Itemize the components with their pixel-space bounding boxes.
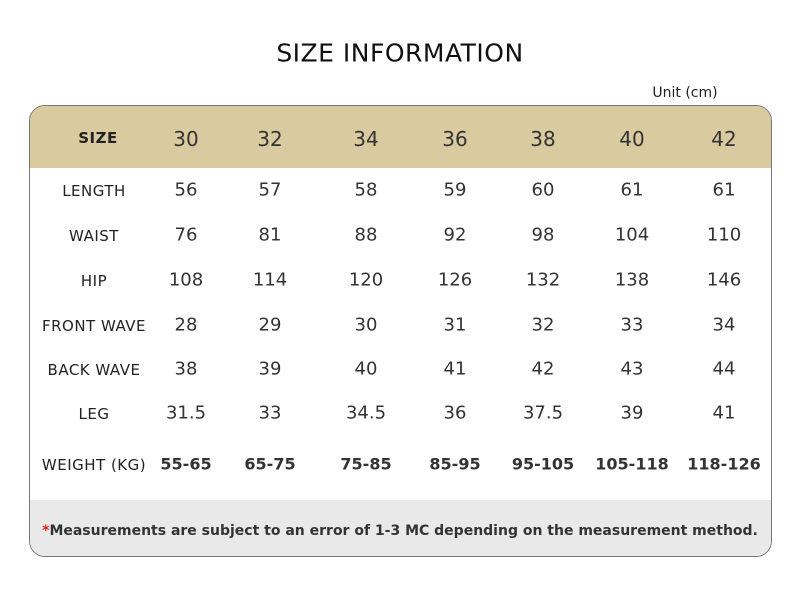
cell: 81 (258, 224, 282, 246)
size-header: 40 (619, 127, 645, 151)
cell: 31.5 (165, 402, 207, 424)
footnote: *Measurements are subject to an error of… (42, 523, 758, 539)
cell: 42 (531, 358, 555, 380)
note-marker: * (42, 523, 50, 539)
cell: 30 (354, 314, 378, 336)
cell: 138 (614, 269, 650, 291)
row-label: WAIST (69, 227, 119, 245)
cell: 98 (531, 224, 555, 246)
cell: 132 (525, 269, 561, 291)
footer-band (30, 500, 771, 556)
row-label: WEIGHT (KG) (41, 456, 147, 474)
size-header: 36 (442, 127, 468, 151)
cell: 118-126 (687, 454, 761, 474)
row-label: FRONT WAVE (41, 317, 147, 335)
cell: 34 (712, 314, 736, 336)
cell: 56 (174, 179, 198, 201)
size-header: 30 (173, 127, 199, 151)
cell: 76 (174, 224, 198, 246)
cell: 108 (168, 269, 204, 291)
header-band (30, 106, 771, 168)
cell: 60 (531, 179, 555, 201)
cell: 40 (354, 358, 378, 380)
cell: 126 (437, 269, 473, 291)
cell: 55-65 (160, 454, 212, 474)
cell: 31 (443, 314, 467, 336)
cell: 36 (443, 402, 467, 424)
cell: 58 (354, 179, 378, 201)
cell: 32 (531, 314, 555, 336)
cell: 44 (712, 358, 736, 380)
cell: 41 (712, 402, 736, 424)
cell: 57 (258, 179, 282, 201)
cell: 146 (706, 269, 742, 291)
cell: 41 (443, 358, 467, 380)
cell: 39 (258, 358, 282, 380)
cell: 43 (620, 358, 644, 380)
cell: 61 (620, 179, 644, 201)
cell: 28 (174, 314, 198, 336)
cell: 33 (620, 314, 644, 336)
cell: 75-85 (340, 454, 392, 474)
cell: 110 (706, 224, 742, 246)
size-header: 34 (353, 127, 379, 151)
cell: 92 (443, 224, 467, 246)
cell: 37.5 (522, 402, 564, 424)
cell: 104 (614, 224, 650, 246)
cell: 88 (354, 224, 378, 246)
cell: 95-105 (511, 454, 575, 474)
cell: 120 (348, 269, 384, 291)
cell: 65-75 (244, 454, 296, 474)
size-header: 38 (530, 127, 556, 151)
row-label: HIP (80, 272, 108, 290)
cell: 59 (443, 179, 467, 201)
row-label: BACK WAVE (47, 361, 141, 379)
size-table (29, 105, 772, 557)
cell: 39 (620, 402, 644, 424)
row-label: LEG (78, 405, 110, 423)
row-label: LENGTH (62, 182, 126, 200)
note-text: Measurements are subject to an error of … (49, 523, 758, 539)
title: SIZE INFORMATION (276, 38, 524, 68)
cell: 85-95 (429, 454, 481, 474)
cell: 38 (174, 358, 198, 380)
cell: 29 (258, 314, 282, 336)
size-header: 32 (257, 127, 283, 151)
unit: Unit (cm) (652, 85, 718, 101)
header-label: SIZE (78, 129, 118, 147)
cell: 61 (712, 179, 736, 201)
cell: 33 (258, 402, 282, 424)
cell: 105-118 (595, 454, 669, 474)
cell: 114 (252, 269, 288, 291)
size-header: 42 (711, 127, 737, 151)
cell: 34.5 (345, 402, 387, 424)
